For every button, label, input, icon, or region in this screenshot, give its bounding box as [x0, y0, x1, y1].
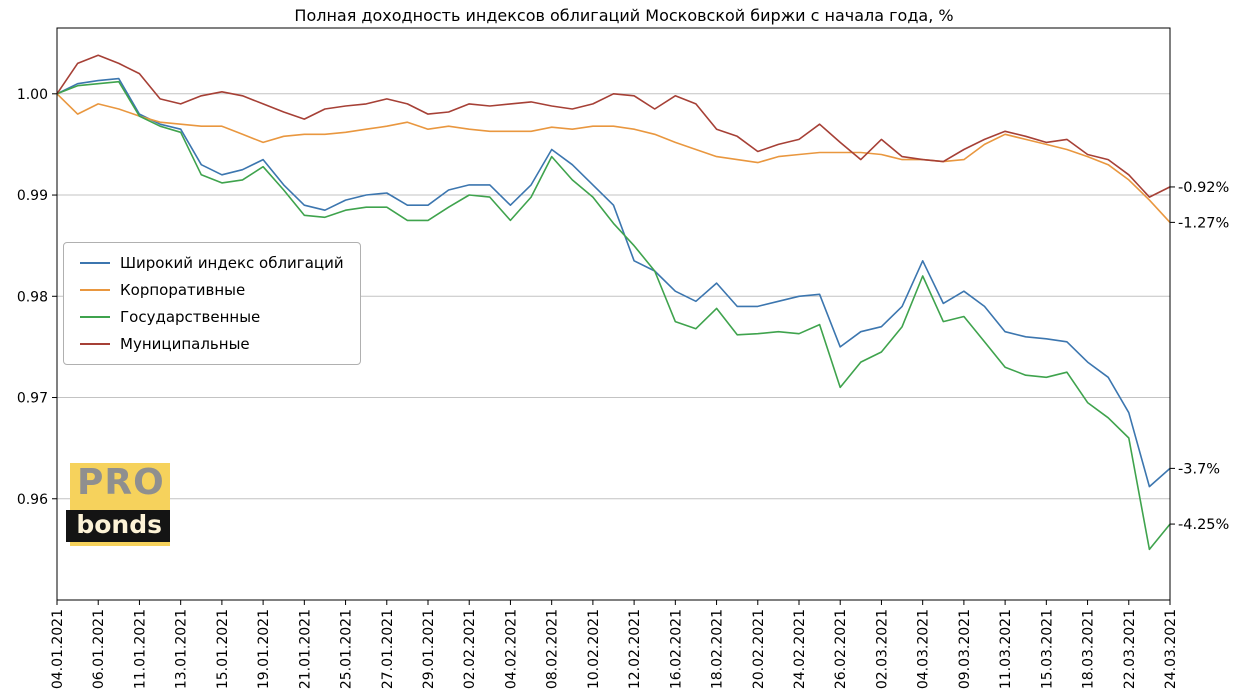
- y-tick-label: 0.97: [17, 391, 48, 407]
- x-tick-label: 11.03.2021: [998, 609, 1014, 689]
- x-tick-label: 04.01.2021: [50, 609, 66, 689]
- chart-title: Полная доходность индексов облигаций Мос…: [294, 6, 954, 25]
- legend: Широкий индекс облигаций Корпоративные Гос…: [63, 242, 361, 365]
- x-tick-label: 27.01.2021: [380, 609, 396, 689]
- x-tick-label: 15.01.2021: [215, 609, 231, 689]
- logo-text-pro: PRO: [77, 462, 165, 503]
- legend-label: Государственные: [120, 308, 261, 326]
- x-tick-label: 04.02.2021: [503, 609, 519, 689]
- x-tick-label: 20.02.2021: [751, 609, 767, 689]
- y-tick-label: 0.99: [17, 188, 48, 204]
- probonds-logo: PRO bonds: [66, 462, 170, 546]
- x-tick-label: 18.02.2021: [710, 609, 726, 689]
- legend-line-sample: [80, 343, 110, 345]
- x-tick-label: 21.01.2021: [297, 609, 313, 689]
- x-tick-label: 13.01.2021: [174, 609, 190, 689]
- legend-line-sample: [80, 289, 110, 291]
- x-tick-label: 11.01.2021: [132, 609, 148, 689]
- series-line-Широкий индекс облигаций: [56, 77, 1171, 488]
- final-return-label: -4.25%: [1178, 517, 1229, 533]
- legend-item: Широкий индекс облигаций: [80, 254, 344, 272]
- legend-item: Государственные: [80, 308, 344, 326]
- legend-item: Корпоративные: [80, 281, 344, 299]
- legend-label: Муниципальные: [120, 335, 250, 353]
- final-return-label: -3.7%: [1178, 461, 1220, 477]
- x-tick-label: 22.03.2021: [1122, 609, 1138, 689]
- legend-label: Широкий индекс облигаций: [120, 254, 344, 272]
- y-tick-label: 0.96: [17, 492, 48, 508]
- final-return-label: -0.92%: [1178, 180, 1229, 196]
- x-tick-label: 04.03.2021: [916, 609, 932, 689]
- y-tick-label: 0.98: [17, 289, 48, 305]
- logo-text-bonds: bonds: [66, 509, 170, 542]
- series-line-Государственные: [56, 80, 1171, 551]
- x-tick-label: 19.01.2021: [256, 609, 272, 689]
- x-tick-label: 10.02.2021: [586, 609, 602, 689]
- x-tick-label: 29.01.2021: [421, 609, 437, 689]
- x-tick-label: 12.02.2021: [627, 609, 643, 689]
- x-tick-label: 24.03.2021: [1163, 609, 1179, 689]
- x-tick-label: 02.03.2021: [874, 609, 890, 689]
- x-tick-label: 16.02.2021: [668, 609, 684, 689]
- legend-label: Корпоративные: [120, 281, 246, 299]
- final-return-label: -1.27%: [1178, 215, 1229, 231]
- x-tick-label: 18.03.2021: [1081, 609, 1097, 689]
- x-tick-label: 06.01.2021: [91, 609, 107, 689]
- x-tick-label: 15.03.2021: [1039, 609, 1055, 689]
- legend-line-sample: [80, 262, 110, 264]
- series-line-Корпоративные: [56, 93, 1171, 223]
- legend-item: Муниципальные: [80, 335, 344, 353]
- series-line-Муниципальные: [56, 54, 1171, 198]
- x-tick-label: 09.03.2021: [957, 609, 973, 689]
- x-tick-label: 02.02.2021: [462, 609, 478, 689]
- y-tick-label: 1.00: [17, 87, 48, 103]
- x-tick-label: 08.02.2021: [545, 609, 561, 689]
- x-tick-label: 26.02.2021: [833, 609, 849, 689]
- x-tick-label: 25.01.2021: [339, 609, 355, 689]
- legend-line-sample: [80, 316, 110, 318]
- x-tick-label: 24.02.2021: [792, 609, 808, 689]
- plot-frame: [56, 27, 1171, 601]
